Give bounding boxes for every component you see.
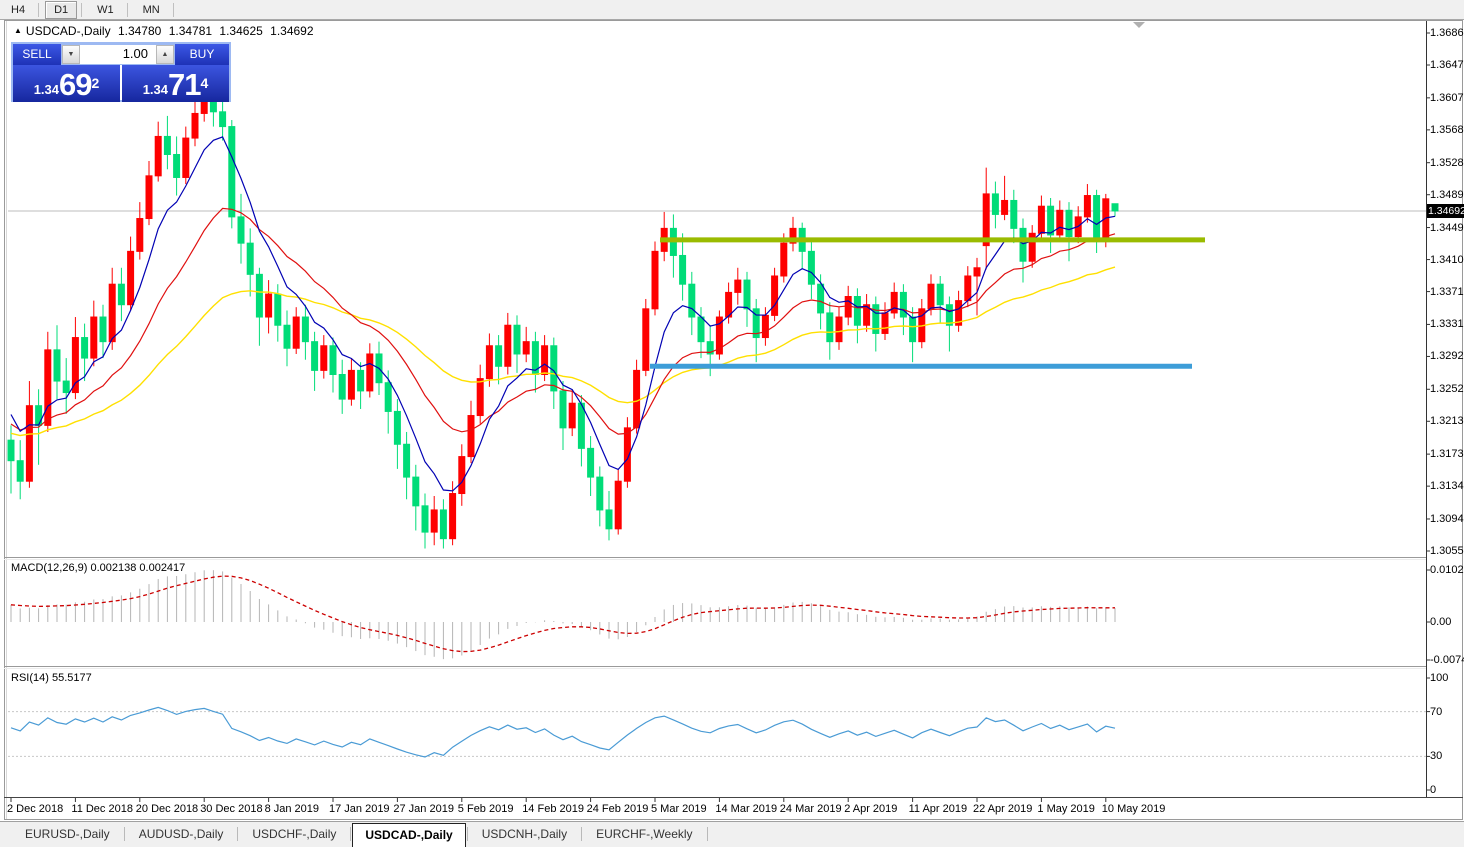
chart-tab-usdcnh[interactable]: USDCNH-,Daily: [481, 827, 568, 841]
price-axis-label: 1.30940: [1430, 512, 1464, 525]
sell-button[interactable]: SELL: [13, 44, 61, 65]
volume-input[interactable]: 1.00: [122, 46, 148, 61]
chart-tab-eurusd[interactable]: EURUSD-,Daily: [25, 827, 110, 841]
collapse-icon[interactable]: ▲: [14, 26, 22, 35]
toolbar-separator: [38, 2, 40, 17]
sell-price-big: 69: [59, 67, 92, 102]
rsi-axis-label: 100: [1430, 672, 1449, 684]
price-axis-label: 1.34890: [1430, 188, 1464, 201]
price-axis-label: 1.35680: [1430, 123, 1464, 136]
time-axis-label: 30 Dec 2018: [200, 803, 263, 815]
chart-tab-audusd[interactable]: AUDUSD-,Daily: [138, 827, 224, 841]
timeframe-button-mn[interactable]: MN: [142, 3, 160, 16]
price-axis-label: 1.36860: [1430, 27, 1464, 39]
buy-price-big: 71: [168, 67, 201, 102]
tab-divider: [123, 827, 125, 841]
time-axis-label: 11 Dec 2018: [71, 803, 133, 815]
time-axis-label: 14 Feb 2019: [522, 803, 584, 815]
macd-histogram: [10, 570, 1116, 660]
volume-stepper: ▼ 1.00 ▲: [61, 44, 175, 65]
tab-divider: [350, 827, 352, 841]
toolbar-separator: [172, 2, 174, 17]
time-axis-label: 8 Jan 2019: [264, 803, 320, 815]
time-axis-label: 27 Jan 2019: [393, 803, 454, 815]
price-axis-label: 1.34490: [1430, 221, 1464, 234]
rsi-axis-label: 0: [1430, 784, 1437, 796]
price-axis-label: 1.33710: [1430, 285, 1464, 298]
ohlc-close: 1.34692: [270, 24, 314, 38]
timeframe-button-w1[interactable]: W1: [97, 3, 114, 16]
price-axis-label: 1.35280: [1430, 156, 1464, 169]
time-axis-label: 20 Dec 2018: [135, 803, 199, 815]
price-axis-label: 1.32920: [1430, 350, 1464, 363]
tab-divider: [706, 827, 708, 841]
volume-decrease-button[interactable]: ▼: [62, 45, 80, 64]
time-axis-label: 11 Apr 2019: [908, 803, 968, 815]
timeframe-button-h4[interactable]: H4: [11, 3, 26, 16]
macd-axis-label: 0.00: [1430, 616, 1452, 628]
rsi-line: [10, 706, 1116, 758]
macd-label: MACD(12,26,9) 0.002138 0.002417: [11, 562, 186, 574]
time-axis-label: 5 Feb 2019: [457, 803, 514, 815]
chart-tab-usdcad[interactable]: USDCAD-,Daily: [352, 823, 466, 847]
ma-slow-line: [10, 266, 1116, 437]
chart-header: ▲ USDCAD-,Daily 1.34780 1.34781 1.34625 1…: [14, 24, 318, 38]
ohlc-high: 1.34781: [168, 24, 213, 38]
time-axis-label: 2 Dec 2018: [7, 803, 64, 815]
chart-shift-marker: [1133, 22, 1145, 28]
macd-axis-label: 0.010229: [1430, 564, 1464, 576]
chart-tab-eurchf[interactable]: EURCHF-,Weekly: [596, 827, 693, 841]
time-axis-label: 5 Mar 2019: [651, 803, 707, 815]
price-axis-label: 1.31730: [1430, 448, 1464, 461]
macd-axis-label: -0.007477: [1430, 654, 1464, 666]
rsi-label: RSI(14) 55.5177: [11, 672, 92, 684]
volume-increase-button[interactable]: ▲: [156, 45, 174, 64]
buy-button[interactable]: BUY: [175, 44, 229, 65]
price-axis-label: 1.36470: [1430, 59, 1464, 71]
ma-mid-line: [10, 207, 1116, 435]
price-axis-label: 1.31340: [1430, 480, 1464, 493]
tab-divider: [466, 827, 468, 841]
sell-price-pip: 2: [91, 75, 100, 91]
buy-price-pip: 4: [200, 75, 209, 91]
sell-price-button[interactable]: 1.34 69 2: [13, 65, 120, 102]
time-axis-label: 17 Jan 2019: [329, 803, 390, 815]
symbol-title: USDCAD-,Daily: [25, 24, 111, 38]
timeframe-button-d1[interactable]: D1: [45, 0, 78, 19]
price-axis-label: 1.34100: [1430, 253, 1464, 266]
time-axis-label: 2 Apr 2019: [844, 803, 898, 815]
tab-divider: [581, 827, 583, 841]
toolbar-separator: [126, 2, 128, 17]
buy-price-button[interactable]: 1.34 71 4: [122, 65, 229, 102]
rsi-axis-label: 30: [1430, 750, 1443, 763]
toolbar-separator: [81, 2, 83, 17]
chart-tab-usdchf[interactable]: USDCHF-,Daily: [252, 827, 337, 841]
price-axis-label: 1.32520: [1430, 383, 1464, 396]
time-axis-label: 24 Mar 2019: [779, 803, 842, 815]
time-axis-label: 22 Apr 2019: [973, 803, 1033, 815]
ohlc-open: 1.34780: [117, 24, 162, 38]
candles-layer: [7, 83, 1119, 549]
time-axis-label: 10 May 2019: [1101, 803, 1166, 815]
time-axis-label: 24 Feb 2019: [586, 803, 649, 815]
price-axis-label: 1.36070: [1430, 91, 1464, 104]
timeframe-toolbar: H4 D1 W1 MN: [0, 0, 1464, 20]
time-axis-label: 14 Mar 2019: [715, 803, 778, 815]
one-click-trade-panel: SELL ▼ 1.00 ▲ BUY 1.34 69 2 1.34 71 4: [11, 42, 231, 102]
sell-price-prefix: 1.34: [33, 82, 60, 97]
price-axis-label: 1.33310: [1430, 318, 1464, 331]
time-axis-label: 1 May 2019: [1037, 803, 1095, 815]
ohlc-low: 1.34625: [219, 24, 263, 38]
rsi-axis-label: 70: [1430, 705, 1443, 718]
tab-divider: [237, 827, 239, 841]
price-axis-label: 1.32130: [1430, 415, 1464, 428]
chart-tab-bar: EURUSD-,Daily AUDUSD-,Daily USDCHF-,Daily U…: [0, 821, 1464, 847]
buy-price-prefix: 1.34: [142, 82, 169, 97]
ma-fast-line: [10, 136, 1116, 492]
current-price-tag: 1.34692: [1427, 203, 1464, 218]
